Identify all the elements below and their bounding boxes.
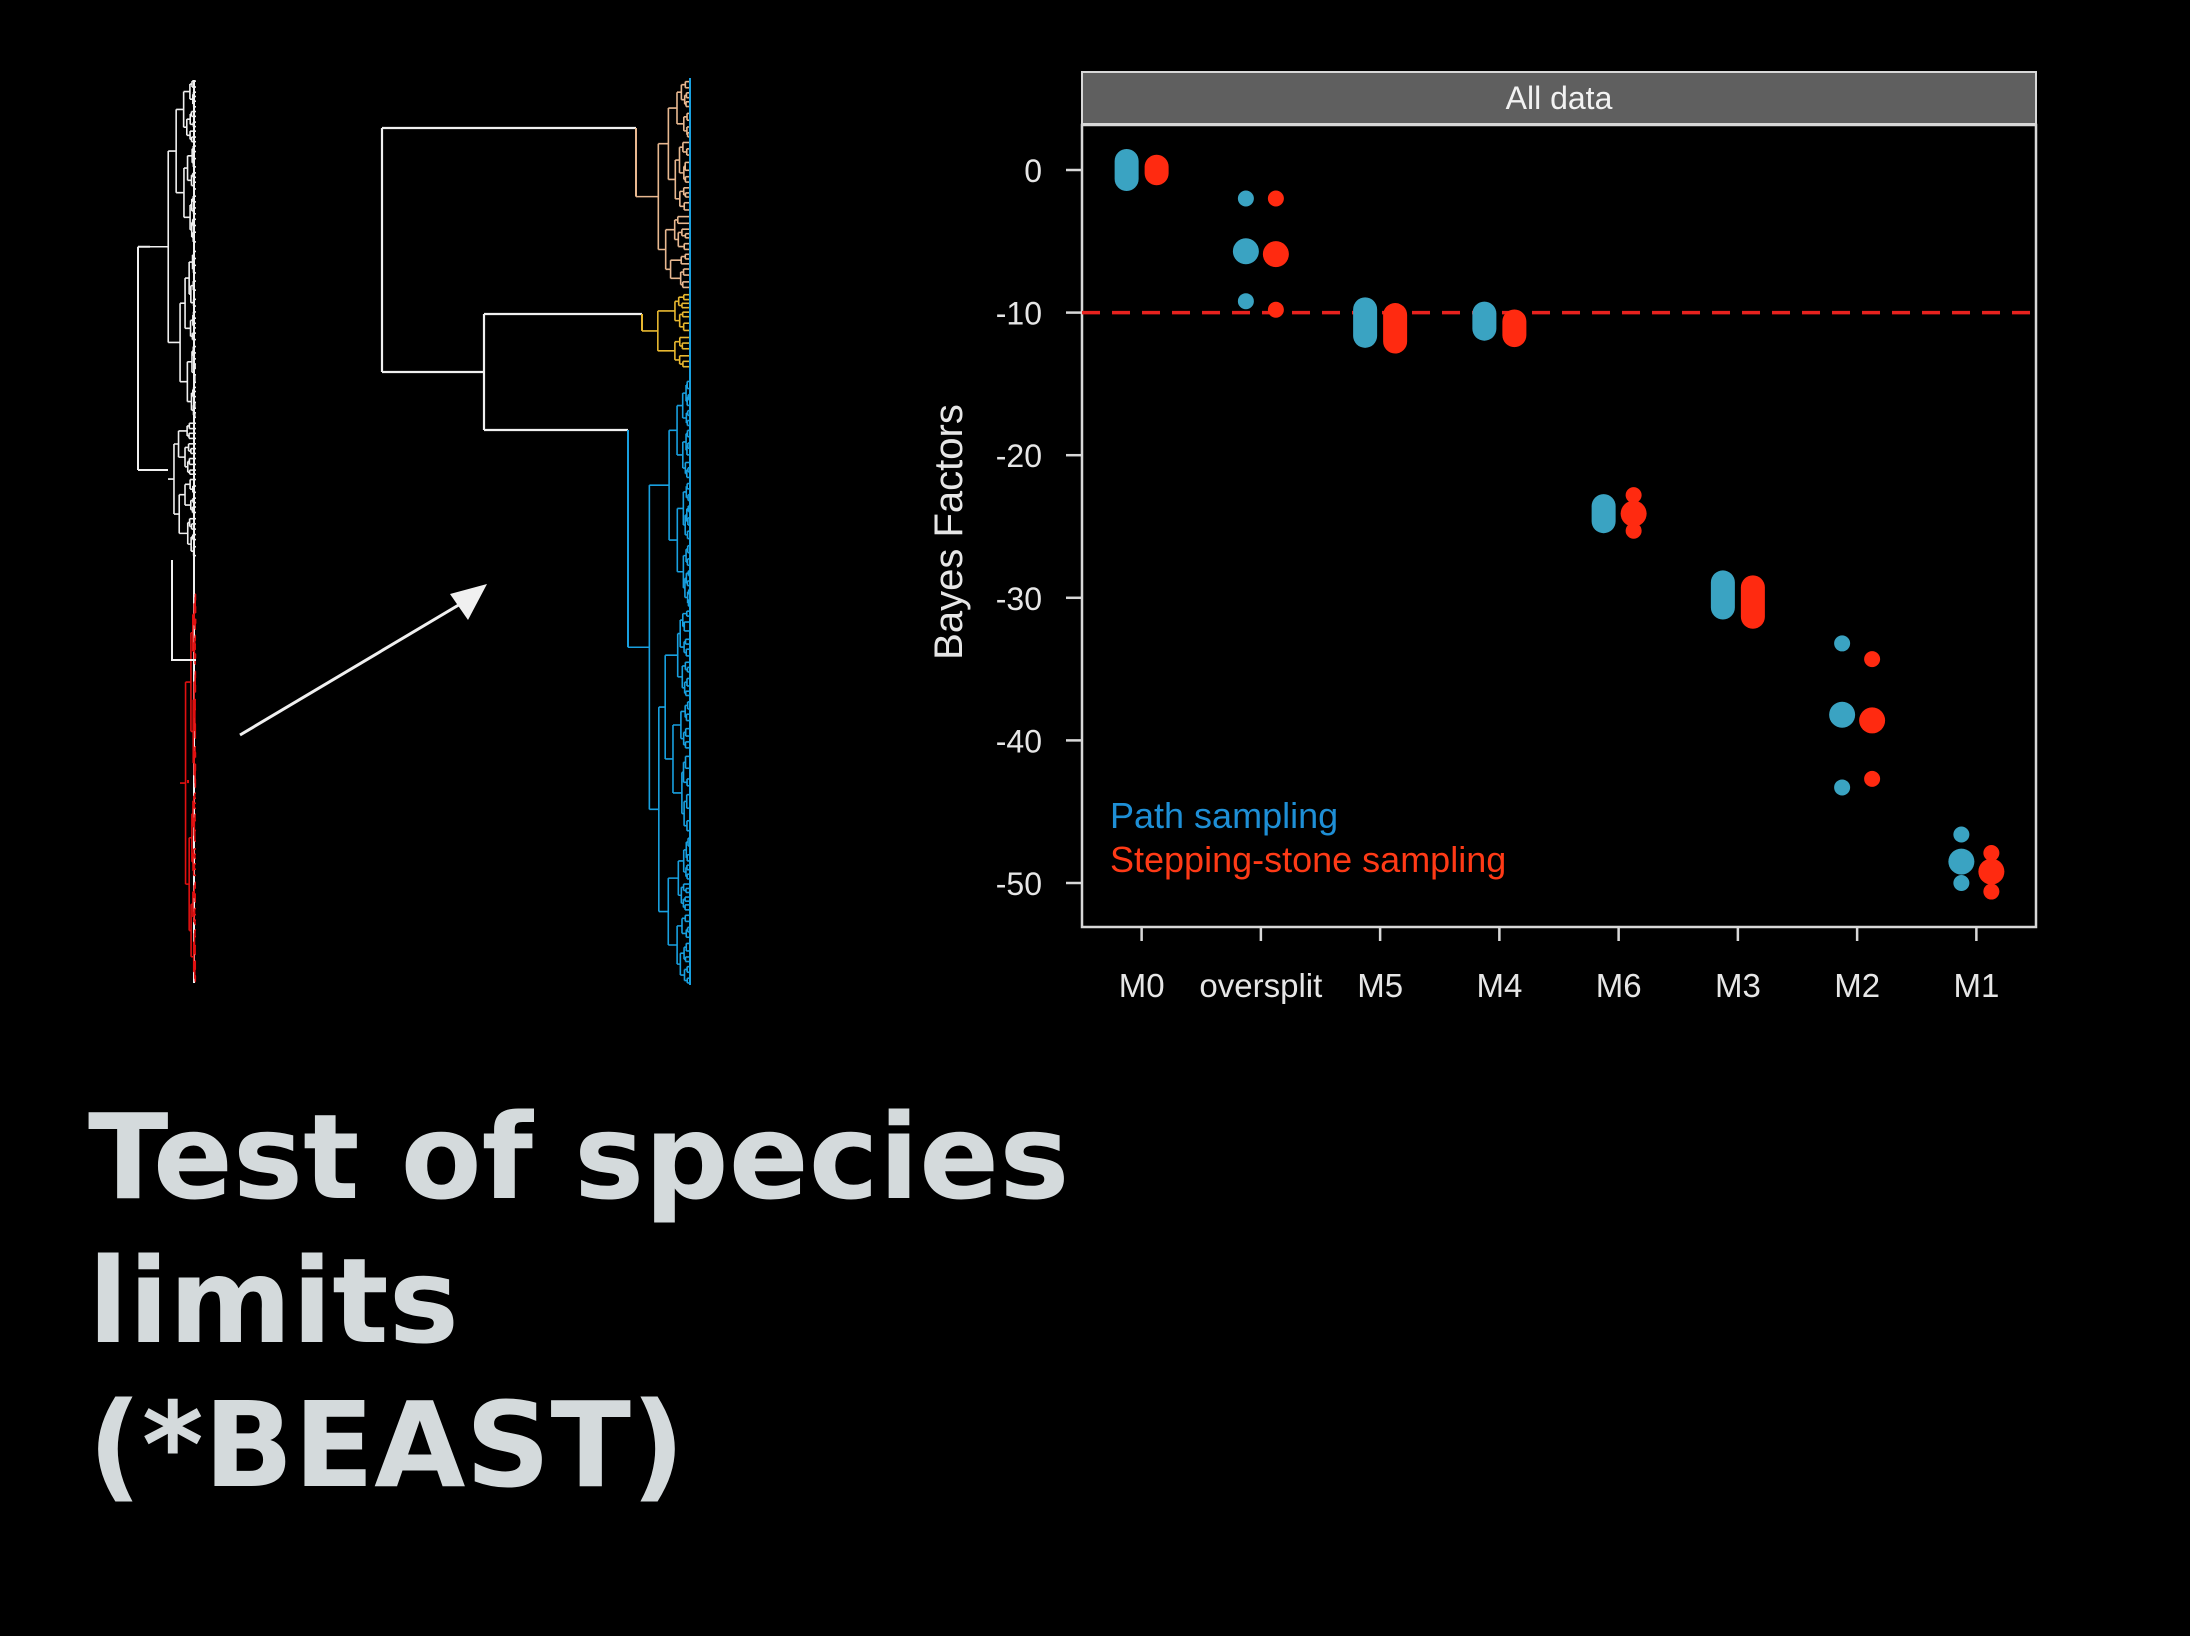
point-cluster: [1115, 149, 1139, 191]
title-line-3: (*BEAST): [88, 1373, 1188, 1517]
slide-title: Test of species limits (*BEAST): [88, 1085, 1188, 1517]
lower-point: [1864, 771, 1880, 787]
legend-stepping-stone: Stepping-stone sampling: [1110, 839, 1506, 880]
median-point: [1621, 501, 1647, 527]
y-tick-label: -40: [996, 723, 1042, 759]
point-cluster: [1592, 494, 1616, 533]
upper-point: [1834, 635, 1850, 651]
legend-path-sampling: Path sampling: [1110, 795, 1338, 836]
median-point: [1233, 238, 1259, 264]
upper-point: [1268, 191, 1284, 207]
x-tick-label: M0: [1119, 967, 1165, 1004]
median-point: [1263, 241, 1289, 267]
lower-point: [1268, 302, 1284, 318]
y-tick-label: -10: [996, 296, 1042, 332]
point-cluster: [1353, 297, 1377, 348]
upper-point: [1864, 651, 1880, 667]
x-tick-label: M3: [1715, 967, 1761, 1004]
point-cluster: [1383, 303, 1407, 354]
y-tick-label: 0: [1024, 153, 1042, 189]
x-tick-label: M1: [1953, 967, 1999, 1004]
y-tick-label: -50: [996, 866, 1042, 902]
x-tick-label: M2: [1834, 967, 1880, 1004]
x-tick-label: M6: [1596, 967, 1642, 1004]
lower-point: [1238, 293, 1254, 309]
upper-point: [1953, 827, 1969, 843]
median-point: [1859, 707, 1885, 733]
median-point: [1829, 702, 1855, 728]
y-tick-label: -30: [996, 581, 1042, 617]
point-cluster: [1472, 302, 1496, 341]
lower-point: [1626, 523, 1642, 539]
point-cluster: [1741, 575, 1765, 628]
upper-point: [1238, 191, 1254, 207]
y-axis: 0 -10 -20 -30 -40 -50: [996, 153, 1082, 902]
data-points: [1115, 149, 2005, 900]
lower-point: [1953, 875, 1969, 891]
point-cluster: [1145, 155, 1169, 186]
x-tick-label: M5: [1357, 967, 1403, 1004]
x-axis: M0 oversplit M5 M4 M6 M3 M2 M1: [1119, 927, 2000, 1004]
median-point: [1978, 859, 2004, 885]
x-tick-label: M4: [1476, 967, 1522, 1004]
lower-point: [1983, 884, 1999, 900]
title-line-2: limits: [88, 1229, 1188, 1373]
lower-point: [1834, 779, 1850, 795]
point-cluster: [1502, 309, 1526, 347]
median-point: [1948, 849, 1974, 875]
panel-title: All data: [1506, 80, 1613, 116]
y-tick-label: -20: [996, 438, 1042, 474]
x-tick-label: oversplit: [1199, 967, 1322, 1004]
point-cluster: [1711, 570, 1735, 619]
y-axis-label: Bayes Factors: [927, 404, 971, 660]
title-line-1: Test of species: [88, 1085, 1188, 1229]
